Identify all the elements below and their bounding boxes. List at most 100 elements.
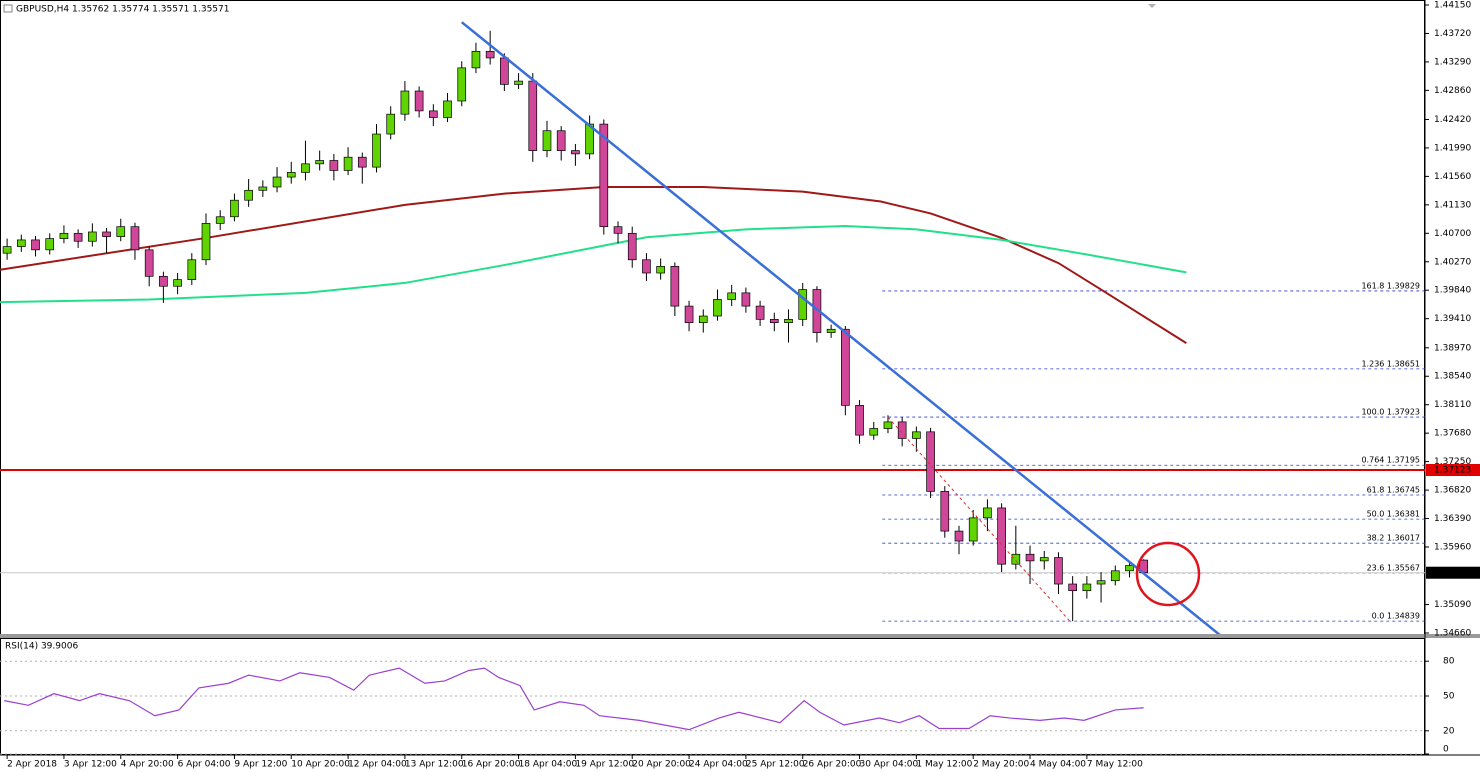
candle-body [556, 130, 566, 151]
candle-body [897, 421, 907, 439]
candle-body [45, 238, 55, 251]
x-tick-label: 19 Apr 12:00 [575, 760, 634, 770]
panel-separator [0, 634, 1480, 638]
candle-body [372, 133, 381, 168]
rsi-panel [0, 638, 1425, 755]
x-tick-label: 2 Apr 2018 [7, 760, 57, 770]
candle-body [1125, 565, 1134, 572]
candle-body [1039, 557, 1049, 562]
candle-body [912, 431, 921, 439]
candle-body [144, 249, 154, 277]
y-tick-label: 1.37680 [1434, 429, 1471, 439]
fib-label: 161.8 1.39829 [1361, 281, 1420, 290]
y-tick-label: 1.43720 [1434, 29, 1471, 39]
x-tick-label: 24 Apr 04:00 [689, 760, 748, 770]
candle-body [997, 507, 1006, 565]
candle-body [400, 90, 410, 115]
candle-body [357, 156, 367, 168]
axes: 1.44150 1.43720 1.43290 1.42860 1.42420 1.419… [6, 1, 1480, 770]
candle-body [215, 216, 225, 224]
y-tick-label: 1.38970 [1434, 343, 1471, 353]
candle-body [329, 160, 339, 171]
y-tick-label: 1.38540 [1434, 372, 1471, 382]
candle-body [855, 405, 864, 436]
candle-body [59, 232, 69, 239]
candle-body [500, 57, 509, 85]
candle-body [130, 226, 140, 251]
moving-average [0, 225, 1187, 304]
candle-body [940, 491, 950, 532]
price-level-label: 1.37123 [1434, 466, 1471, 476]
candle-body [116, 226, 126, 237]
x-tick-label: 10 Apr 20:00 [291, 760, 350, 770]
rsi-y-tick-label: 0 [1443, 745, 1449, 755]
candle-body [983, 507, 992, 519]
x-tick-label: 25 Apr 12:00 [746, 760, 805, 770]
x-tick-label: 4 Apr 20:00 [121, 760, 174, 770]
main-panel [0, 0, 1425, 635]
x-tick-label: 20 Apr 20:00 [632, 760, 691, 770]
x-tick-label: 12 Apr 04:00 [348, 760, 407, 770]
candle-body [514, 80, 523, 85]
shift-marker [1148, 4, 1156, 8]
candle-body [386, 113, 396, 135]
y-tick-label: 1.44150 [1434, 1, 1471, 11]
candle-body [159, 275, 168, 287]
candle-body [414, 90, 424, 112]
candle-body [73, 232, 83, 242]
candle-body [926, 431, 935, 492]
candle-body [784, 318, 793, 323]
x-tick-label: 4 May 04:00 [1030, 760, 1086, 770]
candle-body [869, 428, 879, 436]
y-tick-label: 1.35960 [1434, 542, 1471, 552]
candle-body [670, 266, 680, 307]
candle-body [656, 266, 665, 274]
candle-body [485, 50, 495, 59]
y-tick-label: 1.35090 [1434, 600, 1471, 610]
candle-body [642, 259, 651, 274]
rsi-y-tick-label: 50 [1443, 692, 1455, 702]
candle-body [471, 50, 481, 69]
highlight-circle [1135, 541, 1201, 607]
x-tick-label: 30 Apr 04:00 [860, 760, 919, 770]
moving-average [0, 185, 1187, 344]
y-tick-label: 1.41130 [1434, 200, 1471, 210]
candle-body [230, 199, 239, 218]
rsi-plot [0, 660, 1425, 755]
candle-body [428, 110, 438, 118]
candle-body [968, 517, 978, 542]
rsi-line [4, 667, 1144, 731]
x-tick-label: 18 Apr 04:00 [519, 760, 578, 770]
fib-label: 23.6 1.35567 [1367, 563, 1420, 572]
candle-body [1110, 570, 1120, 582]
candle-body [613, 226, 623, 234]
candle-body [528, 80, 538, 151]
fib-label: 61.8 1.36745 [1367, 486, 1420, 495]
fib-label: 0.0 1.34839 [1372, 612, 1420, 621]
candle-body [286, 172, 296, 178]
candle-body [258, 186, 268, 191]
rsi-y-tick-label: 80 [1443, 657, 1455, 667]
candle-body [244, 189, 253, 201]
x-tick-label: 7 May 12:00 [1087, 760, 1143, 770]
candle-body [826, 328, 836, 333]
y-tick-label: 1.38110 [1434, 400, 1471, 410]
candle-body [343, 156, 353, 171]
candle-body [571, 150, 580, 155]
candle-body [883, 421, 893, 429]
candle-body [201, 223, 211, 261]
candle-body [769, 318, 779, 323]
candle-body [798, 289, 808, 320]
candle-body [954, 530, 964, 542]
main-plot: 161.8 1.39829 1.236 1.38651 100.0 1.37923 0… [0, 21, 1425, 634]
candle-body [315, 160, 324, 165]
y-tick-label: 1.39840 [1434, 286, 1471, 296]
candle-body [542, 130, 552, 151]
y-tick-label: 1.43290 [1434, 57, 1471, 67]
fib-label: 100.0 1.37923 [1361, 408, 1420, 417]
fib-label: 50.0 1.36381 [1367, 510, 1420, 519]
y-tick-label: 1.39410 [1434, 314, 1471, 324]
y-tick-label: 1.40700 [1434, 229, 1471, 239]
price-level-label: 1.35571 [1434, 568, 1471, 578]
candle-body [627, 232, 637, 261]
